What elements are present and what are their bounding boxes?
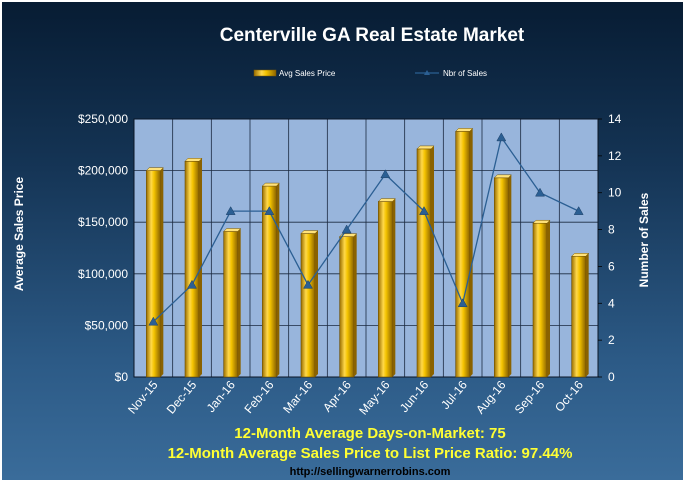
sales-point-Apr-16 (341, 224, 352, 234)
y-tick-label: $100,000 (78, 267, 128, 281)
x-tick-label: Dec-15 (164, 378, 200, 417)
bar-top-Jan-16 (223, 228, 242, 232)
sales-line (148, 132, 584, 326)
footer-days-on-market: 12-Month Average Days-on-Market: 75 (234, 425, 505, 442)
y2-axis-title: Number of Sales (637, 192, 651, 287)
sales-point-Dec-15 (187, 279, 197, 289)
bar-Apr-16 (339, 236, 354, 378)
bar-top-Feb-16 (261, 182, 280, 187)
sales-point-Feb-16 (264, 206, 275, 215)
bar-Jul-16 (455, 131, 470, 378)
bar-side-Jan-16 (237, 228, 241, 377)
x-tick-label: Jun-16 (397, 378, 432, 415)
x-tick-label: Aug-16 (473, 378, 509, 417)
sales-point-Jan-16 (225, 206, 236, 215)
footer-url[interactable]: http://sellingwarnerrobins.com (290, 466, 451, 478)
x-tick-label: Oct-16 (552, 378, 586, 415)
sales-point-Nov-15 (148, 316, 159, 326)
legend-label-line: Nbr of Sales (443, 69, 487, 78)
x-tick-label: Sep-16 (512, 378, 548, 417)
sales-point-Mar-16 (303, 279, 313, 289)
y2-tick-label: 12 (608, 149, 622, 163)
bar-side-Mar-16 (315, 230, 318, 377)
x-tick-label: Nov-15 (125, 378, 161, 417)
bar-Jun-16 (416, 148, 432, 378)
bar-top-Aug-16 (493, 174, 512, 179)
bar-side-Oct-16 (585, 253, 589, 377)
x-tick-label: May-16 (356, 378, 393, 418)
y2-tick-label: 0 (608, 370, 615, 384)
y-tick-label: $200,000 (78, 164, 128, 178)
y-tick-label: $0 (115, 370, 129, 384)
plot-border (133, 118, 599, 378)
y2-tick-label: 4 (608, 296, 615, 310)
bar-Nov-15 (146, 170, 161, 378)
bar-top-Jul-16 (455, 128, 474, 132)
y2-tick-label: 10 (608, 186, 622, 200)
x-tick-label: Apr-16 (320, 378, 354, 415)
sales-point-May-16 (380, 169, 391, 179)
sales-point-Sep-16 (535, 187, 545, 197)
bar-May-16 (378, 201, 393, 378)
y2-tick-label: 14 (608, 112, 622, 126)
bar-side-Feb-16 (276, 183, 280, 377)
bar-Mar-16 (300, 233, 316, 378)
x-tick-label: Jul-16 (438, 378, 470, 412)
y-tick-label: $150,000 (78, 215, 128, 229)
y2-tick-label: 2 (608, 333, 615, 347)
x-tick-label: Jan-16 (204, 378, 239, 415)
bar-side-Sep-16 (547, 220, 550, 377)
sales-point-Oct-16 (573, 206, 584, 215)
chart-title: Centerville GA Real Estate Market (220, 25, 525, 46)
bar-Oct-16 (571, 255, 586, 378)
bar-Dec-15 (184, 161, 200, 378)
legend: Avg Sales Price Nbr of Sales (253, 69, 487, 78)
bar-Sep-16 (532, 222, 548, 378)
bar-top-May-16 (377, 198, 396, 202)
legend-marker-line (424, 70, 430, 75)
bar-side-Aug-16 (508, 174, 512, 377)
bar-Aug-16 (494, 177, 509, 378)
bar-side-Apr-16 (353, 233, 357, 377)
sales-line-path (152, 135, 579, 323)
bars (145, 128, 590, 378)
x-tick-label: Mar-16 (280, 378, 315, 416)
legend-swatch-bar (253, 69, 277, 77)
bar-side-May-16 (392, 198, 396, 377)
x-tick-label: Feb-16 (241, 378, 276, 416)
sales-point-Jun-16 (419, 206, 429, 215)
y2-tick-label: 8 (608, 223, 615, 237)
sales-point-Jul-16 (457, 298, 468, 308)
y-tick-label: $50,000 (85, 318, 129, 332)
bar-top-Oct-16 (571, 253, 590, 257)
y-tick-label: $250,000 (78, 112, 128, 126)
legend-label-bar: Avg Sales Price (279, 69, 336, 78)
bar-side-Nov-15 (160, 167, 164, 377)
bar-side-Jun-16 (431, 145, 434, 377)
sales-point-Aug-16 (496, 132, 507, 142)
bar-Jan-16 (223, 231, 238, 378)
bar-top-Nov-15 (145, 167, 164, 171)
footer-price-ratio: 12-Month Average Sales Price to List Pri… (168, 445, 573, 462)
y2-tick-label: 6 (608, 259, 615, 273)
bar-side-Jul-16 (469, 128, 473, 377)
y-axis-title: Average Sales Price (12, 177, 26, 292)
